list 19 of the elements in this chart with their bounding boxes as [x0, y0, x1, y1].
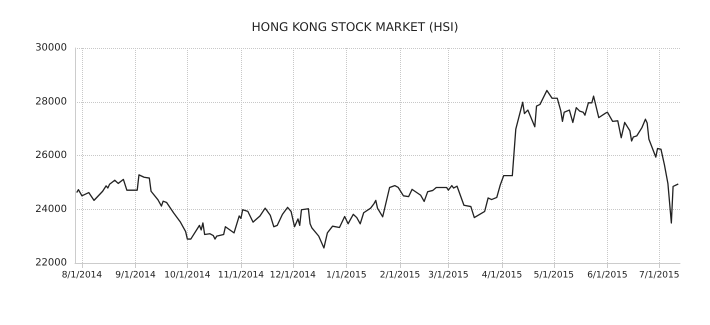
x-tick-label: 8/1/2014	[62, 270, 102, 280]
y-tick-label: 26000	[35, 150, 67, 161]
x-tick-label: 5/1/2015	[534, 270, 574, 280]
x-tick-label: 7/1/2015	[639, 270, 680, 280]
y-tick-label: 28000	[35, 96, 67, 108]
x-tick-label: 11/1/2014	[218, 270, 264, 280]
chart-title: HONG KONG STOCK MARKET (HSI)	[252, 20, 458, 34]
y-tick-label: 24000	[35, 204, 67, 215]
x-tick-label: 6/1/2015	[587, 270, 628, 280]
x-tick-label: 2/1/2015	[380, 270, 420, 280]
x-tick-label: 9/1/2014	[115, 270, 156, 280]
x-tick-label: 4/1/2015	[482, 270, 522, 280]
y-tick-label: 22000	[35, 258, 67, 268]
x-tick-label: 1/1/2015	[326, 270, 367, 280]
x-tick-label: 3/1/2015	[428, 270, 469, 280]
y-tick-label: 30000	[35, 42, 67, 54]
line-series	[76, 90, 679, 249]
x-tick-label: 10/1/2014	[164, 270, 211, 280]
x-tick-label: 12/1/2014	[270, 270, 316, 280]
